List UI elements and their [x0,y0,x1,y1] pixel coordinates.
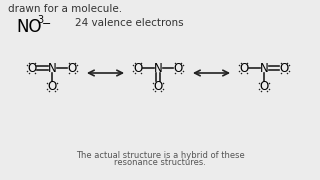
Text: O: O [47,80,57,93]
Text: N: N [260,62,268,75]
Text: O: O [279,62,289,75]
Text: O: O [239,62,249,75]
Text: N: N [48,62,56,75]
Text: NO: NO [16,18,42,36]
Text: drawn for a molecule.: drawn for a molecule. [8,4,122,14]
Text: O: O [28,62,36,75]
Text: 3: 3 [37,15,43,25]
Text: O: O [153,80,163,93]
Text: O: O [173,62,183,75]
Text: resonance structures.: resonance structures. [114,158,206,167]
Text: O: O [260,80,268,93]
Text: N: N [154,62,162,75]
Text: O: O [133,62,143,75]
Text: The actual structure is a hybrid of these: The actual structure is a hybrid of thes… [76,151,244,160]
Text: O: O [68,62,76,75]
Text: −: − [42,19,52,29]
Text: 24 valence electrons: 24 valence electrons [75,18,184,28]
